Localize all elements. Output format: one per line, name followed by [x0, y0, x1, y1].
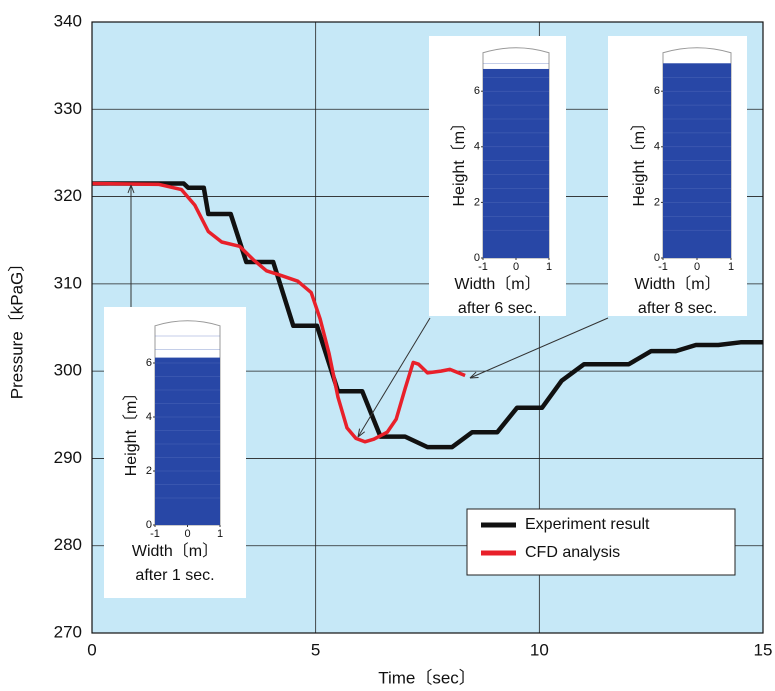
y-axis-label: Pressure〔kPaG〕 — [7, 255, 26, 400]
inset-y-tick-label: 2 — [474, 196, 480, 208]
y-tick-label: 320 — [54, 186, 82, 205]
inset-x-tick-label: 1 — [217, 528, 223, 540]
tank-water — [483, 68, 549, 259]
inset-x-tick-label: -1 — [150, 528, 160, 540]
legend-label: CFD analysis — [525, 544, 620, 561]
x-tick-label: 15 — [754, 640, 773, 659]
inset-y-label: Height〔m〕 — [122, 385, 140, 477]
x-tick-label: 10 — [530, 640, 549, 659]
pointer-arrow — [469, 317, 609, 379]
x-tick-label: 0 — [87, 640, 96, 659]
arrow-head — [469, 371, 479, 379]
x-axis-label: Time〔sec〕 — [378, 668, 476, 687]
inset-x-label: Width〔m〕 — [634, 275, 720, 293]
inset-x-tick-label: -1 — [658, 261, 668, 273]
inset-caption: after 8 sec. — [638, 300, 717, 317]
inset-y-tick-label: 4 — [146, 411, 152, 423]
inset-x-label: Width〔m〕 — [132, 542, 218, 560]
inset-caption: after 6 sec. — [458, 300, 537, 317]
y-tick-label: 270 — [54, 622, 82, 641]
inset-y-tick-label: 2 — [654, 196, 660, 208]
inset-y-tick-label: 6 — [146, 357, 152, 369]
series-line — [91, 181, 466, 444]
y-tick-label: 340 — [54, 11, 82, 30]
arrow-head — [127, 184, 135, 194]
inset-x-tick-label: 1 — [728, 261, 734, 273]
inset-y-label: Height〔m〕 — [630, 115, 648, 207]
series-line — [92, 181, 763, 450]
inset-x-tick-label: 0 — [694, 261, 700, 273]
x-tick-label: 5 — [311, 640, 320, 659]
y-tick-label: 300 — [54, 361, 82, 380]
inset-x-tick-label: 0 — [184, 528, 190, 540]
inset-y-tick-label: 2 — [146, 465, 152, 477]
inset-y-tick-label: 4 — [654, 141, 660, 153]
inset-y-tick-label: 6 — [654, 85, 660, 97]
inset-x-label: Width〔m〕 — [454, 275, 540, 293]
inset-y-tick-label: 0 — [146, 519, 152, 531]
arrow-head — [357, 428, 366, 438]
inset-x-tick-label: 0 — [513, 261, 519, 273]
inset-y-tick-label: 6 — [474, 85, 480, 97]
plot-border — [91, 21, 764, 634]
legend-box — [466, 508, 736, 576]
legend-label: Experiment result — [525, 516, 650, 533]
tank-water — [155, 357, 220, 525]
inset-y-label: Height〔m〕 — [450, 115, 468, 207]
inset-y-tick-label: 0 — [474, 252, 480, 264]
y-tick-label: 280 — [54, 535, 82, 554]
inset-y-tick-label: 4 — [474, 141, 480, 153]
inset-x-tick-label: -1 — [478, 261, 488, 273]
inset-caption: after 1 sec. — [135, 567, 214, 584]
pointer-arrow — [357, 317, 431, 438]
y-tick-label: 310 — [54, 273, 82, 292]
y-tick-label: 290 — [54, 448, 82, 467]
y-tick-label: 330 — [54, 99, 82, 118]
inset-x-tick-label: 1 — [546, 261, 552, 273]
inset-y-tick-label: 0 — [654, 252, 660, 264]
